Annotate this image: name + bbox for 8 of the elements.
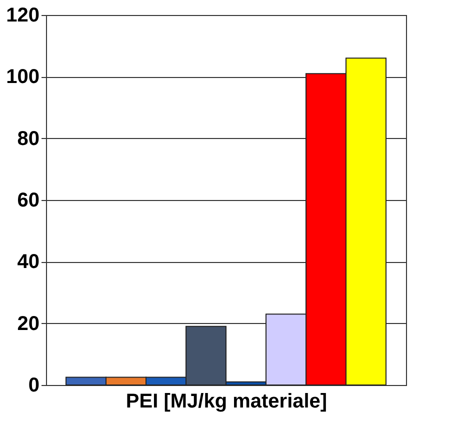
y-tick-label: 100 (6, 66, 40, 88)
y-tick-label: 20 (17, 312, 40, 335)
y-tick-label: 0 (28, 374, 40, 396)
y-tick-label: 80 (17, 128, 40, 150)
y-tick-label: 60 (17, 190, 40, 212)
y-tick-label: 120 (6, 4, 40, 26)
y-tick-label: 40 (17, 251, 40, 274)
x-axis-title: PEI [MJ/kg materiale] (126, 390, 328, 412)
